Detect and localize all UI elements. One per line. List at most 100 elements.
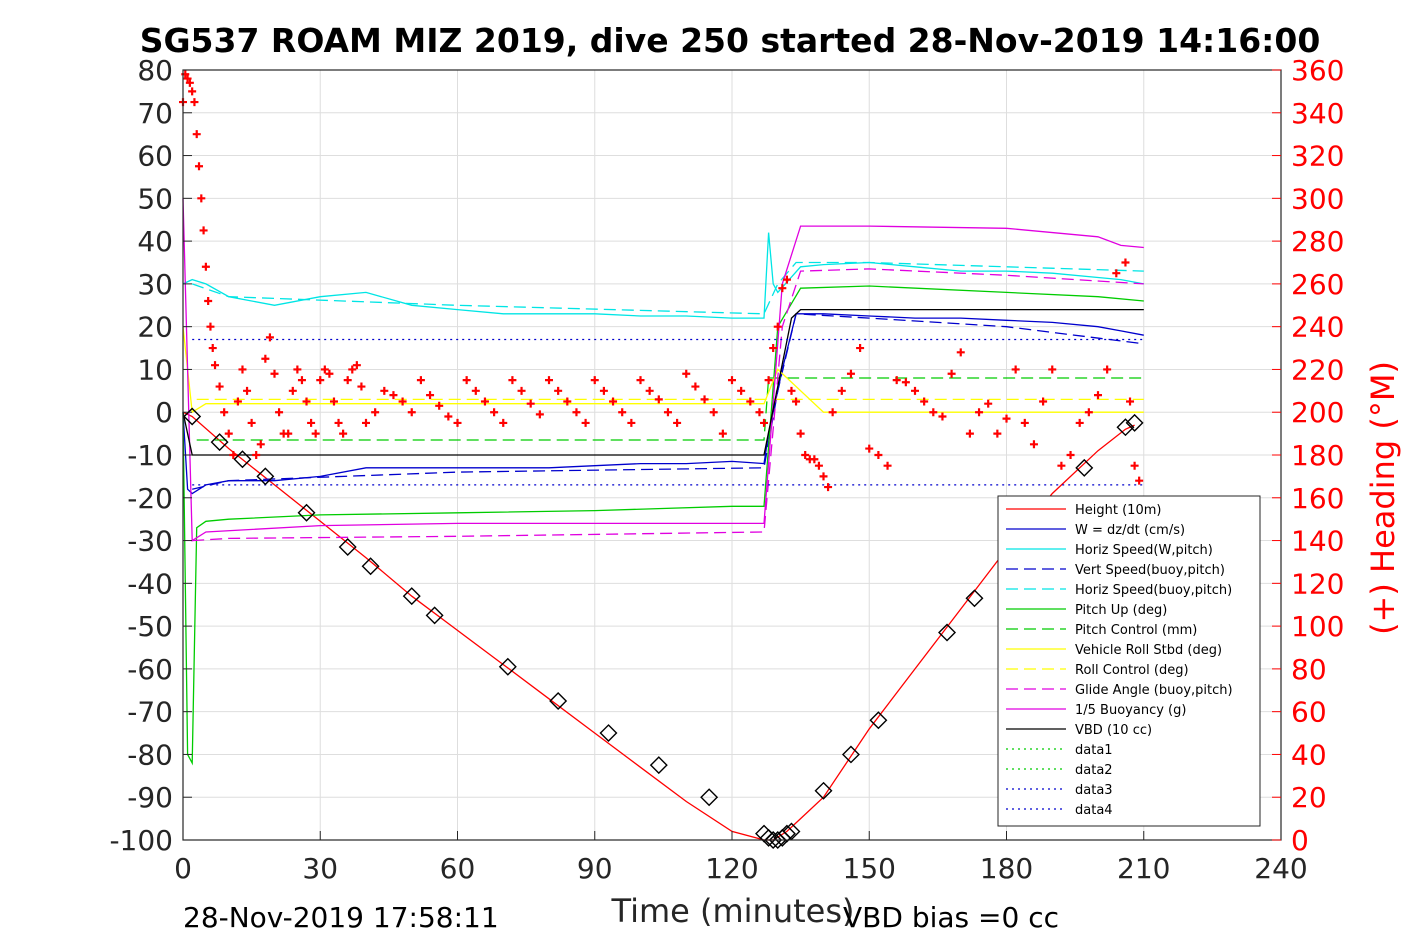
- right-tick-label: 0: [1291, 824, 1309, 857]
- heading-point: [801, 451, 810, 459]
- heading-point: [755, 408, 764, 417]
- heading-point: [444, 412, 453, 421]
- heading-point: [654, 395, 663, 404]
- x-axis-label: Time (minutes): [611, 892, 855, 930]
- y-tick-label: 80: [137, 54, 173, 87]
- legend-box: [997, 495, 1261, 827]
- legend-label: Pitch Control (mm): [1075, 623, 1197, 638]
- y-tick-label: -40: [127, 567, 173, 600]
- heading-point: [426, 391, 435, 400]
- y-tick-label: -20: [127, 482, 173, 515]
- heading-point: [215, 382, 224, 391]
- heading-point: [1126, 397, 1135, 406]
- legend-label: Height (10m): [1075, 503, 1161, 518]
- x-tick-label: 150: [843, 852, 896, 885]
- diamond-marker: [183, 407, 202, 426]
- heading-point: [737, 386, 746, 395]
- right-tick-label: 260: [1291, 268, 1344, 301]
- y-tick-label: 30: [137, 268, 173, 301]
- heading-point: [1029, 440, 1038, 449]
- series-pitch-control-mm: [196, 377, 1144, 441]
- right-tick-label: 180: [1291, 439, 1344, 472]
- heading-point: [307, 418, 316, 427]
- diamond-marker: [297, 503, 316, 522]
- diamond-marker: [938, 623, 957, 642]
- heading-point: [211, 361, 220, 370]
- diamond-marker: [764, 831, 783, 849]
- right-tick-label: 140: [1291, 525, 1344, 558]
- heading-point: [1130, 461, 1139, 470]
- heading-point: [663, 408, 672, 417]
- heading-point: [1121, 258, 1130, 267]
- diamond-marker: [599, 724, 618, 743]
- y-tick-label: 70: [137, 97, 173, 130]
- series-vehicle-roll-stbd-deg: [182, 326, 1144, 414]
- right-tick-label: 20: [1291, 781, 1327, 814]
- heading-point: [435, 401, 444, 410]
- heading-point: [188, 87, 197, 96]
- diamond-marker: [210, 433, 229, 452]
- heading-point: [416, 376, 425, 385]
- heading-point: [229, 451, 238, 459]
- heading-point: [1135, 476, 1144, 485]
- x-tick-label: 180: [980, 852, 1033, 885]
- y-tick-label: -30: [127, 525, 173, 558]
- right-tick-label: 240: [1291, 311, 1344, 344]
- y-tick-label: 40: [137, 225, 173, 258]
- diamond-marker: [1125, 413, 1144, 432]
- right-tick-label: 300: [1291, 182, 1344, 215]
- heading-point: [243, 386, 252, 395]
- diamond-marker: [841, 745, 860, 764]
- heading-point: [302, 397, 311, 406]
- y-tick-label: -70: [127, 696, 173, 729]
- legend-label: data3: [1075, 783, 1113, 798]
- heading-point: [975, 408, 984, 417]
- heading-point: [728, 376, 736, 385]
- diamond-marker: [256, 467, 275, 486]
- heading-point: [901, 378, 910, 387]
- y-tick-label: -60: [127, 653, 173, 686]
- y-tick-label: 20: [137, 311, 173, 344]
- heading-point: [480, 397, 489, 406]
- right-tick-label: 100: [1291, 610, 1344, 643]
- heading-point: [920, 397, 929, 406]
- legend-label: Horiz Speed(buoy,pitch): [1075, 583, 1232, 598]
- right-tick-label: 80: [1291, 653, 1327, 686]
- heading-point: [247, 418, 256, 427]
- diamond-marker: [549, 691, 568, 710]
- heading-point: [1057, 461, 1066, 470]
- heading-point: [746, 397, 755, 406]
- heading-point: [814, 461, 823, 470]
- heading-point: [865, 444, 874, 453]
- heading-point: [787, 386, 796, 395]
- heading-point: [526, 399, 535, 408]
- legend-label: VBD (10 cc): [1075, 723, 1152, 738]
- heading-point: [572, 408, 581, 417]
- heading-point: [810, 455, 819, 464]
- heading-point: [256, 440, 265, 449]
- heading-point: [1002, 414, 1011, 423]
- heading-point: [590, 376, 599, 385]
- heading-point: [824, 483, 833, 492]
- heading-point: [563, 397, 572, 406]
- right-tick-label: 60: [1291, 696, 1327, 729]
- heading-point: [183, 74, 192, 83]
- heading-point: [471, 386, 480, 395]
- heading-point: [204, 297, 213, 305]
- x-tick-label: 120: [705, 852, 758, 885]
- heading-point: [883, 461, 892, 470]
- right-tick-label: 340: [1291, 97, 1344, 130]
- series-pitch-up-deg: [182, 285, 1144, 766]
- heading-point: [1112, 269, 1121, 278]
- diamond-marker: [402, 587, 421, 606]
- heading-point: [270, 369, 279, 378]
- heading-point: [554, 386, 563, 395]
- heading-point: [199, 226, 208, 235]
- heading-point: [1084, 408, 1093, 417]
- heading-point: [947, 369, 956, 378]
- heading-point: [190, 98, 199, 107]
- heading-point: [609, 397, 618, 406]
- heading-point: [796, 429, 805, 438]
- heading-point: [233, 397, 242, 406]
